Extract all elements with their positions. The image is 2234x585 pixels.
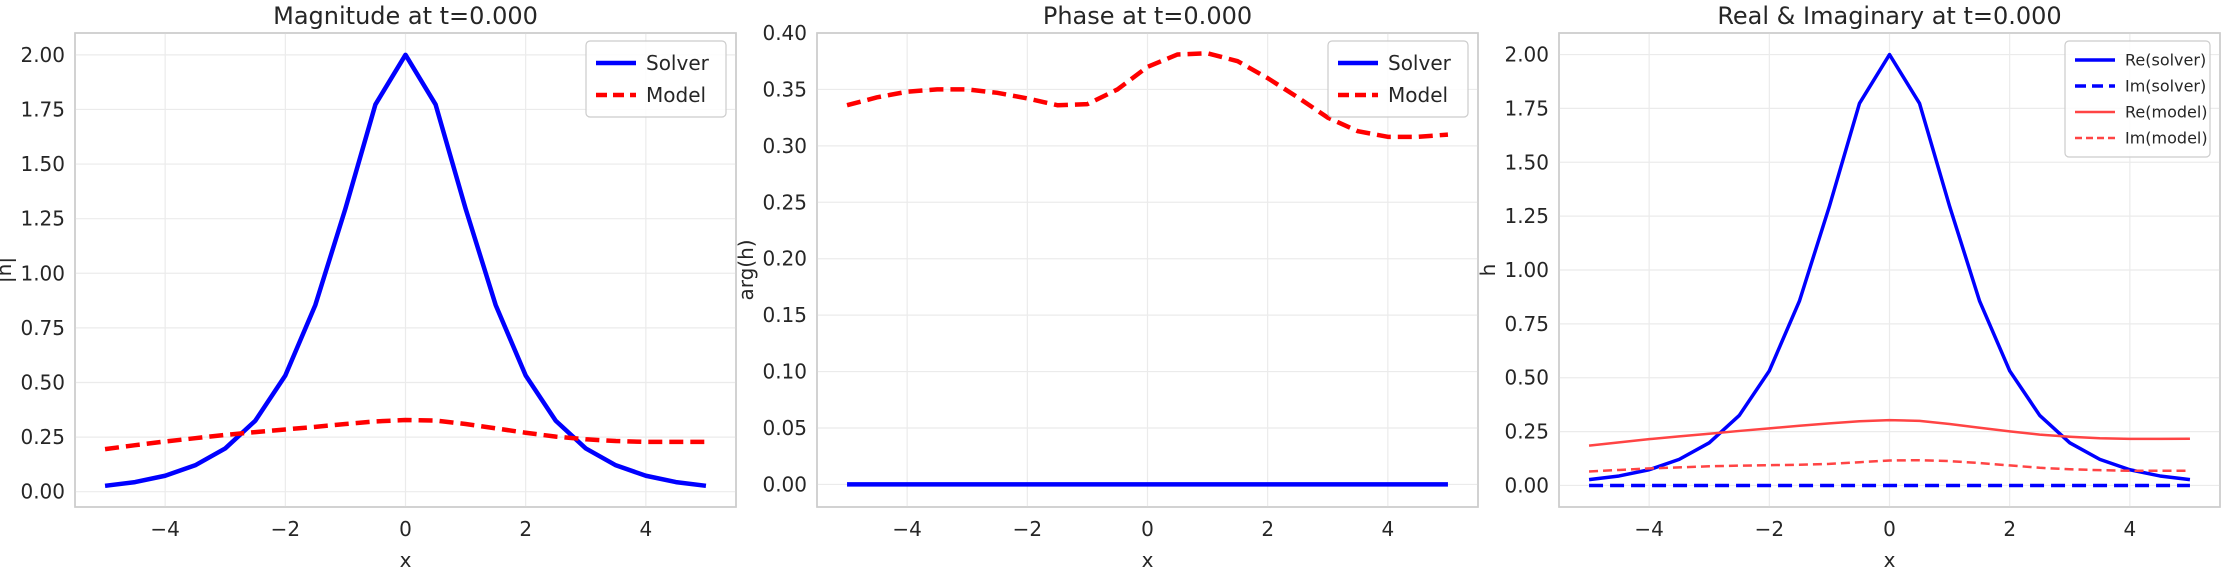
chart-title: Magnitude at t=0.000: [273, 2, 538, 30]
y-tick-label: 1.75: [20, 97, 65, 121]
series-line-4: [1588, 459, 2190, 473]
y-tick-label: 0.00: [1504, 473, 1549, 497]
x-tick-label: 4: [2123, 517, 2136, 541]
legend-box: [585, 40, 727, 118]
y-tick-label: 0.30: [762, 134, 807, 158]
y-tick-label: 0.05: [762, 416, 807, 440]
y-tick-label: 1.50: [20, 152, 65, 176]
series-line-1: [104, 52, 707, 489]
legend-label: Solver: [646, 51, 710, 75]
legend-box: [1327, 40, 1469, 118]
x-tick-label: 0: [1141, 517, 1154, 541]
chart-title: Real & Imaginary at t=0.000: [1717, 2, 2061, 30]
series-line-2: [104, 417, 706, 452]
x-tick-label: 0: [1883, 517, 1896, 541]
legend: Solver Model: [1327, 40, 1469, 118]
y-tick-label: 0.25: [762, 190, 807, 214]
legend: Solver Model: [585, 40, 727, 118]
y-tick-label: 2.00: [1504, 43, 1549, 67]
y-tick-label: 0.35: [762, 77, 807, 101]
x-tick-label: 2: [519, 517, 532, 541]
y-tick-label: 1.00: [1504, 258, 1549, 282]
legend-box: [2064, 40, 2211, 158]
x-tick-label: −2: [1755, 517, 1784, 541]
y-tick-label: 1.50: [1504, 150, 1549, 174]
x-axis-label: x: [1142, 548, 1154, 572]
y-axis-label: h: [1476, 264, 1500, 277]
y-tick-label: 1.25: [1504, 204, 1549, 228]
y-tick-label: 0.40: [762, 21, 807, 45]
plot-border: [74, 32, 737, 508]
y-tick-label: 0.20: [762, 247, 807, 271]
y-tick-label: 0.25: [1504, 420, 1549, 444]
x-tick-label: −4: [1634, 517, 1663, 541]
x-tick-label: 4: [1381, 517, 1394, 541]
y-tick-label: 0.25: [20, 425, 65, 449]
legend: Re(solver) Im(solver) Re(model) Im(model): [2064, 40, 2211, 158]
y-tick-label: 0.75: [20, 316, 65, 340]
legend-label: Model: [646, 83, 706, 107]
legend-label: Im(model): [2125, 129, 2208, 148]
legend-label: Re(solver): [2125, 51, 2206, 70]
x-tick-label: −2: [1013, 517, 1042, 541]
y-tick-label: 0.75: [1504, 312, 1549, 336]
y-tick-label: 2.00: [20, 43, 65, 67]
chart-panel-2: −4 −2 0 2 4 0.00 0.05 0.10 0.15 0.20 0.25 0.30 0.35 0…: [734, 2, 1479, 572]
x-tick-label: 2: [1261, 517, 1274, 541]
legend-label: Solver: [1388, 51, 1452, 75]
x-tick-label: 0: [399, 517, 412, 541]
y-tick-label: 1.00: [20, 261, 65, 285]
series-line-1: [1588, 52, 2191, 482]
x-axis-label: x: [400, 548, 412, 572]
y-tick-label: 0.15: [762, 303, 807, 327]
legend-label: Im(solver): [2125, 77, 2206, 96]
y-axis-label: arg(h): [734, 239, 758, 300]
x-tick-label: 4: [639, 517, 652, 541]
y-axis-label: |h|: [0, 257, 16, 283]
series-line-2: [846, 51, 1449, 140]
series-line-3: [1588, 418, 2190, 447]
y-tick-label: 0.50: [20, 370, 65, 394]
chart-title: Phase at t=0.000: [1043, 2, 1252, 30]
x-axis-label: x: [1884, 548, 1896, 572]
legend-label: Model: [1388, 83, 1448, 107]
chart-panel-1: −4 −2 0 2 4 0.00 0.25 0.50 0.75 1.00 1.25 1.50 1.75 2…: [0, 2, 737, 572]
plot-border: [816, 32, 1479, 508]
y-tick-label: 0.00: [20, 480, 65, 504]
plot-border: [1558, 32, 2221, 508]
y-tick-label: 0.00: [762, 472, 807, 496]
x-tick-label: −2: [271, 517, 300, 541]
x-tick-label: −4: [150, 517, 179, 541]
y-tick-label: 1.25: [20, 207, 65, 231]
x-tick-label: −4: [892, 517, 921, 541]
y-tick-label: 0.10: [762, 360, 807, 384]
y-tick-label: 1.75: [1504, 96, 1549, 120]
legend-label: Re(model): [2125, 103, 2208, 122]
x-tick-label: 2: [2003, 517, 2016, 541]
y-tick-label: 0.50: [1504, 366, 1549, 390]
chart-panel-3: −4 −2 0 2 4 0.00 0.25 0.50 0.75 1.00 1.25 1.50 1.75 2…: [1476, 2, 2221, 572]
